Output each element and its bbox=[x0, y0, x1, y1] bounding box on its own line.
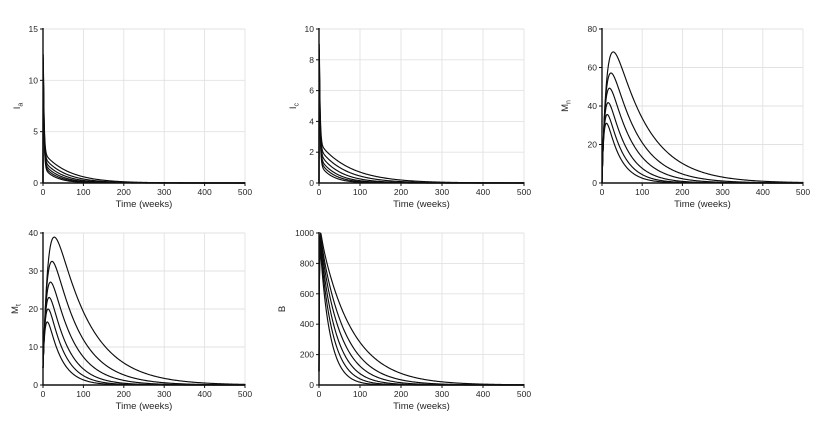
x-tick-label: 400 bbox=[476, 389, 490, 399]
y-tick-label: 10 bbox=[29, 75, 39, 85]
y-tick-label: 600 bbox=[300, 289, 314, 299]
x-tick-label: 500 bbox=[517, 187, 531, 197]
chart-B: 0 100 200 300 400 500 0 200 400 600 800 1000 Time (w… bbox=[277, 228, 531, 412]
x-tick-label: 300 bbox=[435, 389, 449, 399]
x-tick-label: 400 bbox=[476, 187, 490, 197]
x-tick-label: 0 bbox=[41, 389, 46, 399]
x-tick-label: 200 bbox=[117, 187, 131, 197]
series-curve-run-1 bbox=[42, 54, 246, 184]
x-axis-label: Time (weeks) bbox=[393, 199, 450, 210]
series-curve-run-3 bbox=[318, 53, 525, 184]
series-curve-run-1 bbox=[601, 51, 804, 184]
series-curve-run-6 bbox=[601, 122, 804, 184]
x-tick-label: 200 bbox=[394, 187, 408, 197]
x-tick-label: 0 bbox=[600, 187, 605, 197]
series-curve-run-2 bbox=[318, 48, 525, 184]
y-tick-label: 0 bbox=[592, 178, 597, 188]
series-curve-run-4 bbox=[318, 57, 525, 184]
series-curve-run-5 bbox=[42, 66, 246, 184]
x-tick-label: 300 bbox=[157, 187, 171, 197]
chart-Ia: 0 100 200 300 400 500 0 5 10 15 Time (weeks) Ia bbox=[12, 24, 252, 210]
series-curve-run-4 bbox=[42, 64, 246, 184]
y-tick-label: 20 bbox=[29, 304, 39, 314]
x-axis-label: Time (weeks) bbox=[393, 401, 450, 412]
series-curve-run-1 bbox=[318, 43, 525, 184]
x-tick-label: 0 bbox=[317, 389, 322, 399]
y-tick-label: 400 bbox=[300, 319, 314, 329]
series-curve-run-6 bbox=[318, 250, 525, 386]
y-axis-label: Ic bbox=[288, 102, 301, 109]
subplot-Mn: 0 100 200 300 400 500 0 20 40 60 80 Time (weeks) Mn bbox=[550, 0, 824, 210]
y-tick-label: 80 bbox=[588, 24, 598, 34]
series-curve-run-1 bbox=[318, 232, 525, 386]
x-tick-label: 500 bbox=[517, 389, 531, 399]
x-axis-label: Time (weeks) bbox=[116, 401, 173, 412]
y-tick-label: 10 bbox=[305, 24, 315, 34]
x-tick-label: 100 bbox=[76, 389, 90, 399]
y-tick-label: 0 bbox=[33, 178, 38, 188]
y-tick-label: 40 bbox=[588, 101, 598, 111]
y-axis-label: Mn bbox=[560, 100, 573, 112]
y-tick-label: 1000 bbox=[295, 228, 314, 238]
x-tick-label: 500 bbox=[796, 187, 810, 197]
y-tick-label: 0 bbox=[33, 380, 38, 390]
y-axis-label: Ia bbox=[12, 103, 25, 110]
x-tick-label: 300 bbox=[157, 389, 171, 399]
y-tick-label: 6 bbox=[309, 86, 314, 96]
x-tick-label: 100 bbox=[353, 187, 367, 197]
x-tick-label: 200 bbox=[675, 187, 689, 197]
y-tick-label: 4 bbox=[309, 116, 314, 126]
x-tick-label: 0 bbox=[317, 187, 322, 197]
x-tick-label: 100 bbox=[635, 187, 649, 197]
y-axis-label: B bbox=[277, 306, 288, 312]
x-tick-label: 0 bbox=[41, 187, 46, 197]
series-curve-run-5 bbox=[318, 246, 525, 386]
x-tick-label: 500 bbox=[238, 389, 252, 399]
y-tick-label: 0 bbox=[309, 178, 314, 188]
y-tick-label: 10 bbox=[29, 342, 39, 352]
x-tick-label: 200 bbox=[117, 389, 131, 399]
y-tick-label: 20 bbox=[588, 140, 598, 150]
x-axis-label: Time (weeks) bbox=[116, 199, 173, 210]
y-tick-label: 0 bbox=[309, 380, 314, 390]
x-tick-label: 100 bbox=[353, 389, 367, 399]
y-tick-label: 200 bbox=[300, 350, 314, 360]
y-tick-label: 30 bbox=[29, 266, 39, 276]
x-tick-label: 300 bbox=[716, 187, 730, 197]
series-curve-run-3 bbox=[42, 281, 246, 386]
chart-Mn: 0 100 200 300 400 500 0 20 40 60 80 Time (weeks) Mn bbox=[560, 24, 810, 210]
x-tick-label: 400 bbox=[198, 389, 212, 399]
chart-Ic: 0 100 200 300 400 500 0 2 4 6 8 10 Time (weeks) Ic bbox=[288, 24, 531, 210]
x-tick-label: 100 bbox=[76, 187, 90, 197]
x-axis-label: Time (weeks) bbox=[674, 199, 731, 210]
subplot-Ia: 0 100 200 300 400 500 0 5 10 15 Time (weeks) Ia bbox=[0, 0, 275, 210]
subplot-B: 0 100 200 300 400 500 0 200 400 600 800 1000 Time (w… bbox=[275, 210, 550, 421]
subplot-Ic: 0 100 200 300 400 500 0 2 4 6 8 10 Time (weeks) Ic bbox=[275, 0, 550, 210]
y-tick-label: 800 bbox=[300, 258, 314, 268]
series-curve-run-2 bbox=[42, 58, 246, 184]
x-tick-label: 500 bbox=[238, 187, 252, 197]
series-curve-run-3 bbox=[601, 87, 804, 184]
series-curve-run-6 bbox=[42, 321, 246, 386]
y-tick-label: 40 bbox=[29, 228, 39, 238]
series-curve-run-5 bbox=[318, 60, 525, 184]
x-tick-label: 400 bbox=[198, 187, 212, 197]
x-tick-label: 400 bbox=[756, 187, 770, 197]
y-tick-label: 2 bbox=[309, 147, 314, 157]
y-axis-label: Mt bbox=[10, 304, 23, 314]
x-tick-label: 200 bbox=[394, 389, 408, 399]
y-tick-label: 15 bbox=[29, 24, 39, 34]
series-curve-run-6 bbox=[42, 68, 246, 184]
y-tick-label: 8 bbox=[309, 55, 314, 65]
y-tick-label: 60 bbox=[588, 63, 598, 73]
series-curve-run-1 bbox=[42, 236, 246, 385]
x-tick-label: 300 bbox=[435, 187, 449, 197]
series-curve-run-4 bbox=[318, 242, 525, 386]
subplot-Mt: 0 100 200 300 400 500 0 10 20 30 40 Time (weeks) Mt bbox=[0, 210, 275, 421]
chart-Mt: 0 100 200 300 400 500 0 10 20 30 40 Time (weeks) Mt bbox=[10, 228, 252, 412]
series-curve-run-6 bbox=[318, 63, 525, 184]
y-tick-label: 5 bbox=[33, 127, 38, 137]
